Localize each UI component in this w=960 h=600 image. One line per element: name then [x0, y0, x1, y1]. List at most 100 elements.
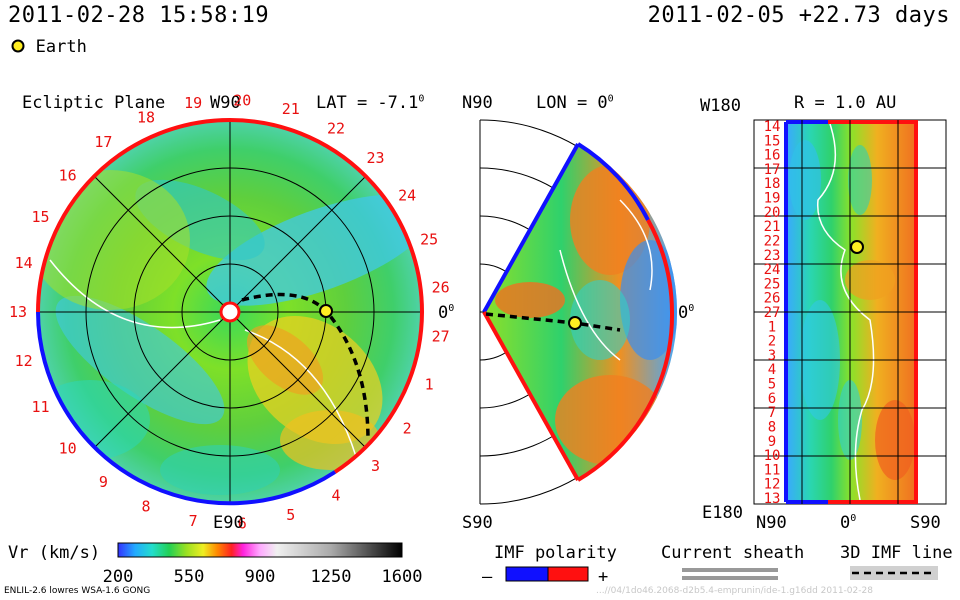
- ecliptic-rim-positive-2: [36, 118, 231, 313]
- earth-marker-icon: [11, 39, 25, 53]
- synoptic-y-tick: 11: [764, 462, 781, 478]
- synoptic-y-tick: 19: [764, 191, 781, 207]
- rim-number: 3: [371, 457, 380, 475]
- rim-number: 1: [425, 376, 434, 394]
- earth-marker-ecliptic: [319, 304, 333, 318]
- meridional-right-label: 00: [678, 303, 694, 323]
- ecliptic-rim-numbers: 19 20 212223242526271234567891011121314151…: [9, 91, 450, 532]
- rim-number: 7: [189, 512, 198, 530]
- polarity-positive-swatch: [547, 566, 589, 582]
- colorbar-tick: 550: [174, 567, 205, 587]
- synoptic-x-tick-s90: S90: [910, 513, 941, 533]
- synoptic-y-tick: 15: [764, 133, 781, 149]
- lon-text: LON = 0: [536, 93, 608, 113]
- colorbar-tick: 1250: [311, 567, 352, 587]
- polarity-negative-swatch: [505, 566, 549, 582]
- rim-number: 10: [59, 439, 77, 457]
- synoptic-panel: 1415161718192021222324252627123456789101…: [753, 119, 947, 507]
- synoptic-y-tick: 8: [768, 420, 776, 436]
- current-sheath-line-2: [682, 576, 778, 580]
- synoptic-y-tick: 2: [768, 334, 776, 350]
- ecliptic-top-label: W90: [210, 93, 241, 113]
- current-sheath-line-1: [682, 568, 778, 572]
- colorbar-tick: 200: [103, 567, 134, 587]
- synoptic-y-tick: 16: [764, 148, 781, 164]
- synoptic-grid: [754, 120, 946, 504]
- lat-label: LAT = -7.10: [316, 93, 424, 113]
- meridional-features: [495, 165, 678, 465]
- earth-marker-meridional: [568, 316, 582, 330]
- imf-polarity-title: IMF polarity: [494, 543, 617, 563]
- synoptic-y-tick: 12: [764, 477, 781, 493]
- rim-number: 14: [15, 254, 33, 272]
- rim-number: 21: [282, 100, 300, 118]
- lon-unit: 0: [607, 93, 614, 105]
- lat-unit: 0: [418, 93, 425, 105]
- ecliptic-right-label: 00: [438, 303, 454, 323]
- rim-number: 25: [420, 231, 438, 249]
- synoptic-top-left-label: W180: [700, 96, 741, 116]
- synoptic-y-tick: 10: [764, 448, 781, 464]
- synoptic-x-tick-n90: N90: [756, 513, 787, 533]
- synoptic-y-tick: 26: [764, 291, 781, 307]
- rim-number: 11: [31, 398, 49, 416]
- rim-number: 24: [398, 187, 416, 205]
- rim-number: 4: [331, 487, 340, 505]
- run-info: 2011-02-05 +22.73 days: [647, 3, 950, 28]
- synoptic-y-tick: 23: [764, 248, 781, 264]
- sun-marker: [219, 301, 241, 323]
- synoptic-y-tick: 5: [768, 377, 776, 393]
- synoptic-y-tick: 6: [768, 391, 776, 407]
- watermark: ...//04/1do46.2068-d2b5.4-emprunin/ide-1…: [596, 586, 873, 596]
- synoptic-x-tick-0: 00: [840, 513, 856, 533]
- polarity-minus: –: [482, 567, 493, 587]
- rim-number: 27: [432, 328, 450, 346]
- colorbar-label: Vr (km/s): [8, 543, 100, 563]
- synoptic-y-tick: 3: [768, 348, 776, 364]
- rim-number: 26: [432, 278, 450, 296]
- polarity-plus: +: [598, 567, 608, 587]
- rim-number: 12: [15, 352, 33, 370]
- rim-number: 8: [141, 498, 150, 516]
- colorbar-tick: 900: [245, 567, 276, 587]
- ecliptic-bottom-label: E90: [213, 513, 244, 533]
- earth-legend-label: Earth: [35, 37, 87, 57]
- synoptic-y-tick: 21: [764, 219, 781, 235]
- colorbar-ticks: 200 550 900 1250 1600: [103, 567, 423, 587]
- synoptic-y-tick: 20: [764, 205, 781, 221]
- rim-number: 13: [9, 303, 27, 321]
- meridional-panel: [479, 119, 678, 505]
- synoptic-bottom-left-label: E180: [702, 503, 743, 523]
- rim-number: 18: [137, 108, 155, 126]
- rim-number: 22: [327, 119, 345, 137]
- meridional-top-label: N90: [462, 93, 493, 113]
- rim-number: 6: [238, 515, 247, 533]
- current-sheath-title: Current sheath: [661, 543, 804, 563]
- synoptic-y-tick: 27: [764, 305, 781, 321]
- ecliptic-rim-negative: [36, 311, 337, 506]
- earth-marker-synoptic: [850, 240, 864, 254]
- synoptic-y-tick: 18: [764, 176, 781, 192]
- lat-text: LAT = -7.1: [316, 93, 419, 113]
- synoptic-y-tick: 17: [764, 162, 781, 178]
- colorbar: [117, 542, 403, 558]
- synoptic-y-tick: 24: [764, 262, 781, 278]
- rim-number: 23: [366, 149, 384, 167]
- synoptic-title: R = 1.0 AU: [794, 93, 897, 113]
- ecliptic-title: Ecliptic Plane: [22, 93, 166, 113]
- synoptic-y-tick: 22: [764, 234, 781, 250]
- ecliptic-panel: 19 20 212223242526271234567891011121314151…: [9, 91, 450, 532]
- rim-number: 9: [99, 473, 108, 491]
- synoptic-y-tick: 4: [768, 362, 776, 378]
- ecliptic-rim-positive: [229, 118, 425, 474]
- colorbar-tick: 1600: [382, 567, 423, 587]
- timestamp: 2011-02-28 15:58:19: [8, 3, 270, 28]
- imf-line-title: 3D IMF line: [840, 543, 953, 563]
- lon-label: LON = 00: [536, 93, 614, 113]
- synoptic-y-tick: 13: [764, 491, 781, 507]
- rim-number: 5: [286, 506, 295, 524]
- rim-number: 17: [94, 133, 112, 151]
- rim-number: 2: [403, 420, 412, 438]
- synoptic-y-tick: 25: [764, 276, 781, 292]
